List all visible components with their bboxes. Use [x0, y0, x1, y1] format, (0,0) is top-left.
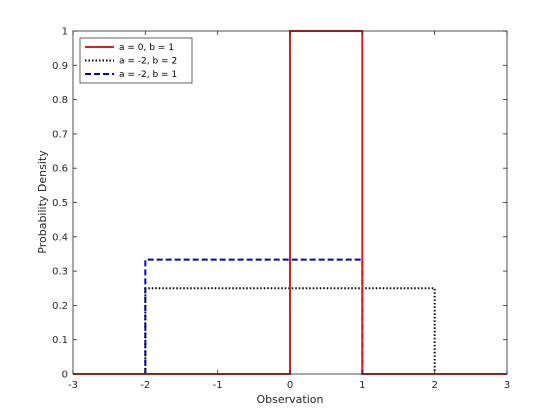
legend-box — [79, 37, 193, 84]
y-tick-label: 0.7 — [52, 129, 68, 140]
y-tick-label: 0.6 — [52, 164, 68, 175]
y-tick-label: 0.4 — [52, 232, 68, 243]
y-tick-label: 1 — [62, 27, 68, 38]
legend-label: a = -2, b = 2 — [119, 57, 177, 67]
x-tick-label: 1 — [359, 380, 365, 391]
legend-label: a = 0, b = 1 — [119, 43, 174, 53]
x-axis-label: Observation — [257, 393, 324, 406]
y-tick-label: 0.2 — [52, 301, 68, 312]
tick-layer: -3 -2 -1 0 1 2 3 0 0.1 0.2 0.3 0.4 0.5 0.6 0.7 0.8 0.9 1 — [52, 27, 510, 392]
y-tick-label: 0 — [62, 370, 68, 381]
legend: a = 0, b = 1 a = -2, b = 2 a = -2, b = 1 — [79, 37, 193, 84]
x-tick-label: -1 — [213, 380, 223, 391]
y-tick-label: 0.3 — [52, 267, 68, 278]
x-tick-label: 2 — [431, 380, 437, 391]
x-tick-label: -3 — [68, 380, 78, 391]
y-axis-label: Probability Density — [36, 150, 49, 254]
y-tick-label: 0.5 — [52, 198, 68, 209]
x-tick-label: 3 — [504, 380, 510, 391]
y-tick-label: 0.1 — [52, 335, 68, 346]
x-tick-label: -2 — [140, 380, 150, 391]
y-tick-label: 0.9 — [52, 61, 68, 72]
y-tick-label: 0.8 — [52, 95, 68, 106]
x-tick-label: 0 — [287, 380, 293, 391]
legend-label: a = -2, b = 1 — [119, 70, 177, 80]
